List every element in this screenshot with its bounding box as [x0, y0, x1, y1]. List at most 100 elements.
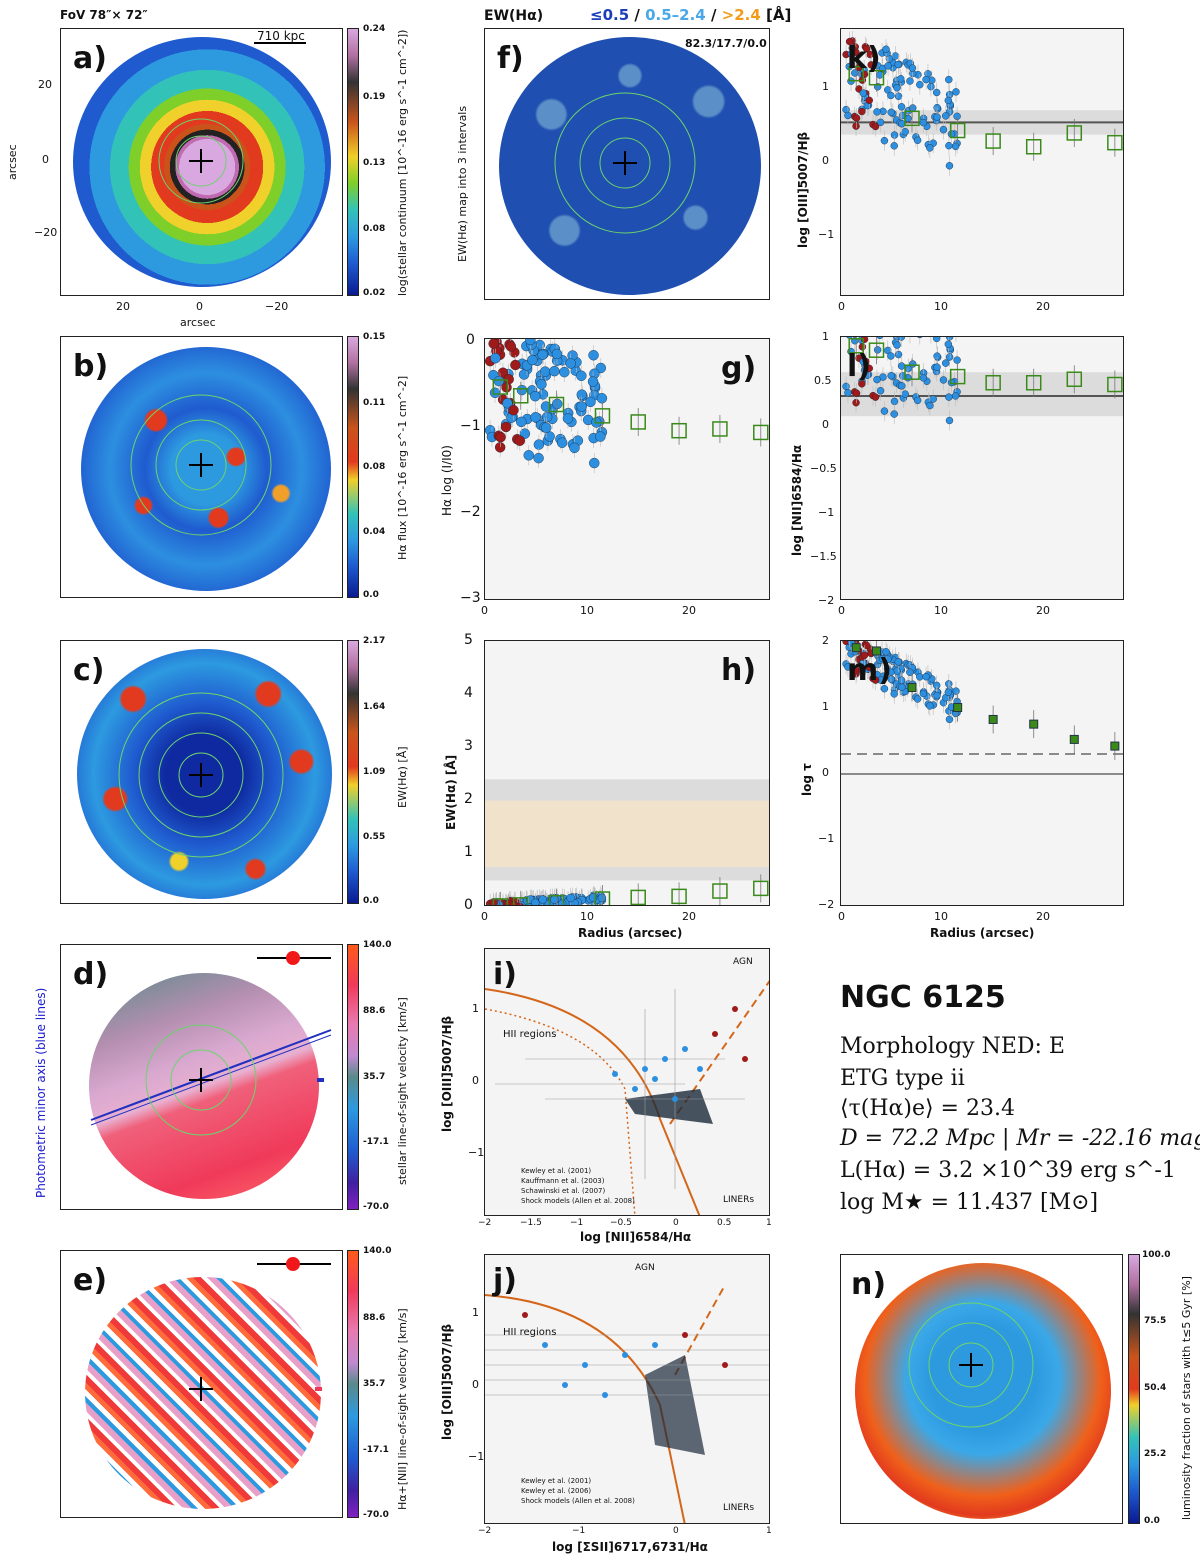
panel-c-colorbar — [347, 640, 359, 904]
annulus-point — [851, 643, 861, 653]
spaxel-point — [890, 410, 898, 418]
spaxel-point — [502, 398, 513, 409]
letter-d: d) — [73, 957, 109, 992]
spaxel-point — [944, 340, 953, 348]
spaxel-point — [867, 61, 875, 69]
scale-bar-label: 710 kpc — [257, 29, 305, 43]
panel-l-xtick-3: 20 — [1036, 604, 1050, 617]
letter-n: n) — [851, 1267, 887, 1302]
spaxel-point — [552, 398, 563, 410]
panel-d-colorbar — [347, 944, 359, 1210]
panel-b-cbtick-5: 0.0 — [363, 590, 379, 600]
panel-h-ytick-1: 5 — [464, 632, 473, 648]
spaxel-point — [898, 382, 906, 390]
panel-j-xtick-1: −2 — [478, 1526, 492, 1536]
panel-l-chart — [841, 337, 1123, 431]
spaxel-point — [562, 413, 574, 424]
letter-g: g) — [721, 351, 757, 386]
panel-g-xtick-1: 0 — [481, 604, 488, 617]
panel-f: f) 82.3/17.7/0.0 — [484, 28, 770, 300]
spaxel-point — [516, 416, 527, 428]
annulus-point — [953, 703, 963, 712]
panel-h-xtick-3: 20 — [682, 910, 696, 923]
spaxel-point — [576, 370, 587, 381]
panel-l-ytick-4: −0.5 — [810, 462, 837, 475]
panel-b: b) — [60, 336, 343, 598]
galaxy-luminosity: L(Hα) = 3.2 ×10^39 erg s^-1 — [840, 1158, 1176, 1183]
spaxel-point — [860, 651, 869, 659]
panel-m-xtick-1: 0 — [838, 910, 845, 923]
panel-g-xtick-2: 10 — [580, 604, 594, 617]
annulus-point — [868, 69, 885, 86]
spaxel-point — [897, 362, 906, 370]
panel-j-ytick-2: 0 — [472, 1378, 479, 1391]
spaxel-point — [585, 396, 596, 408]
panel-l-ytick-6: −1.5 — [810, 550, 837, 563]
annulus-point — [1110, 741, 1120, 751]
spaxel-point — [527, 354, 538, 366]
panel-e-cbtick-5: -70.0 — [363, 1510, 389, 1520]
panel-i-legend-3: Schawinski et al. (2007) — [521, 1187, 606, 1195]
panel-j-xtick-4: 1 — [766, 1526, 772, 1536]
spaxel-point — [516, 902, 524, 905]
panel-e-cbtick-4: -17.1 — [363, 1445, 389, 1455]
panel-l-ytick-1: 1 — [822, 330, 829, 343]
panel-h-ytick-3: 3 — [464, 738, 473, 754]
spaxel-point — [926, 144, 934, 152]
galaxy-tau: ⟨τ(Hα)e⟩ = 23.4 — [840, 1096, 1015, 1121]
spaxel-point — [945, 337, 954, 341]
ew-unit: [Å] — [760, 6, 792, 24]
spaxel-point — [922, 673, 930, 681]
panel-e-colorbar — [347, 1250, 359, 1518]
panel-n-cbtick-5: 0.0 — [1144, 1516, 1160, 1526]
spaxel-point — [947, 130, 956, 138]
annulus-point — [1025, 139, 1042, 155]
spaxel-point — [939, 125, 948, 134]
ew-interval-high: >2.4 — [721, 6, 761, 24]
spaxel-point — [926, 702, 934, 710]
spaxel-point — [858, 380, 866, 388]
spaxel-point — [898, 120, 906, 128]
panel-h-xtick-2: 10 — [580, 910, 594, 923]
spaxel-point — [488, 339, 499, 349]
spaxel-point — [844, 111, 852, 120]
panel-g-ytick-4: −3 — [460, 590, 481, 606]
letter-b: b) — [73, 349, 109, 384]
spaxel-point — [890, 690, 898, 698]
spaxel-point — [880, 136, 889, 145]
spaxel-point — [919, 374, 928, 382]
annulus-point — [671, 888, 687, 905]
panel-j-ylabel: log [OIII]5007/Hβ — [440, 1323, 454, 1440]
panel-d-cbtick-5: -70.0 — [363, 1202, 389, 1212]
panel-m-ytick-2: 1 — [822, 700, 829, 713]
gas-velocity-map — [85, 1277, 321, 1509]
panel-m-xtick-3: 20 — [1036, 910, 1050, 923]
panel-k-ylabel: log [OIII]5007/Hβ — [796, 131, 810, 248]
panel-l-xtick-1: 0 — [838, 604, 845, 617]
panel-k-ytick-1: 1 — [822, 80, 829, 93]
spaxel-point — [865, 663, 873, 672]
panel-i-agn: AGN — [733, 957, 753, 967]
galaxy-etg-type: ETG type ii — [840, 1066, 965, 1091]
spaxel-point — [890, 131, 899, 139]
ew-intervals: ≤0.5 / 0.5–2.4 / >2.4 [Å] — [590, 6, 791, 24]
spaxel-point — [549, 365, 560, 377]
panel-d-overlay — [90, 951, 332, 1136]
panel-a-xtick-3: −20 — [265, 300, 289, 313]
spaxel-point — [589, 457, 600, 469]
annulus-point — [712, 421, 728, 437]
spaxel-point — [595, 431, 606, 442]
spaxel-point — [495, 431, 506, 443]
panel-k-ytick-2: 0 — [822, 154, 829, 167]
annulus-point — [988, 714, 998, 724]
spaxel-point — [944, 96, 953, 105]
panel-h-ytick-6: 0 — [464, 897, 473, 913]
spaxel-point — [489, 387, 501, 398]
panel-d-cbtick-1: 140.0 — [363, 940, 392, 950]
letter-l: l) — [847, 349, 871, 384]
spaxel-point — [880, 407, 889, 415]
panel-j-legend-1: Kewley et al. (2001) — [521, 1477, 592, 1485]
spaxel-point — [884, 655, 892, 663]
panel-m-ytick-3: 0 — [822, 766, 829, 779]
annulus-point — [1066, 371, 1083, 387]
